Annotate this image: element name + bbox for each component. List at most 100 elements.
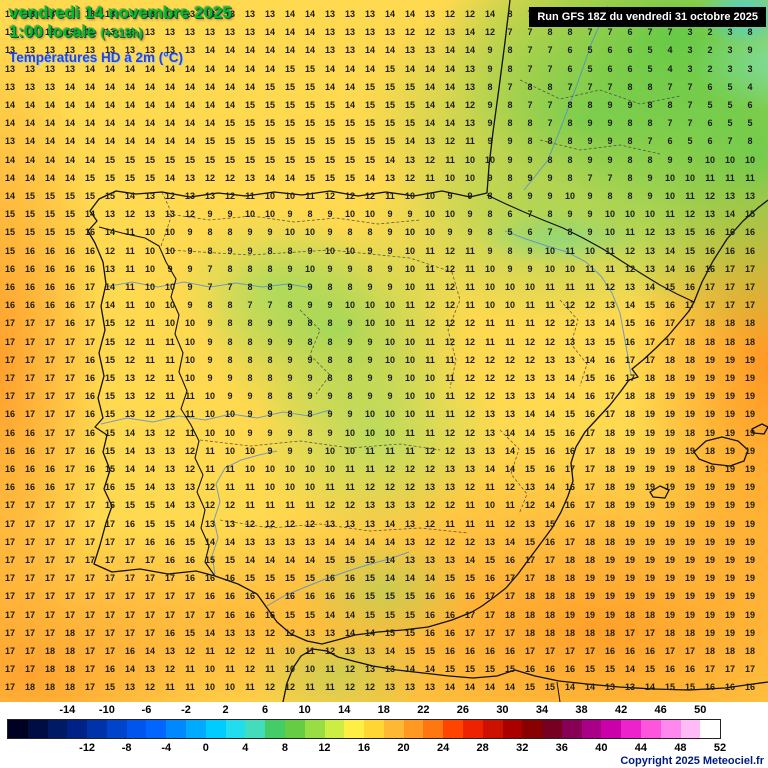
temp-value: 12	[444, 500, 456, 511]
temp-value: 19	[704, 500, 716, 511]
temp-value: 18	[24, 682, 36, 693]
temp-value: 17	[4, 500, 16, 511]
temp-value: 15	[304, 609, 316, 620]
temp-value: 15	[64, 191, 76, 201]
temp-value: 8	[247, 336, 253, 347]
temp-value: 19	[644, 536, 656, 547]
temp-value: 14	[504, 536, 516, 547]
temp-value: 19	[724, 409, 736, 420]
temp-value: 14	[144, 118, 156, 129]
temp-value: 14	[204, 536, 216, 547]
temp-value: 19	[624, 555, 636, 565]
temp-value: 11	[165, 682, 175, 693]
temp-value: 17	[124, 555, 136, 565]
temp-value: 8	[247, 373, 253, 383]
temp-value: 8	[487, 227, 493, 238]
temperature-grid: 13 13 13 13 13 13 13 13 13 13 13 13 13 13 14 14 13 13 13 14…	[4, 9, 756, 693]
temp-value: 9	[247, 427, 253, 438]
temp-value: 6	[567, 63, 573, 74]
temp-value: 14	[144, 464, 156, 474]
border-region	[519, 79, 681, 105]
temp-value: 13	[344, 518, 356, 529]
temp-value: 10	[284, 464, 296, 474]
colorbar-tick: 42	[614, 704, 628, 716]
colorbar-segment	[660, 720, 681, 738]
temp-value: 14	[84, 118, 96, 129]
temp-value: 12	[404, 172, 416, 183]
temp-value: 19	[724, 354, 736, 365]
temp-value: 8	[567, 136, 573, 147]
temp-value: 13	[224, 27, 236, 38]
temp-value: 13	[24, 63, 36, 74]
temp-value: 18	[624, 409, 636, 420]
temp-value: 13	[24, 81, 36, 92]
temp-value: 19	[684, 445, 696, 456]
temp-value: 17	[744, 664, 756, 675]
temp-value: 10	[144, 282, 156, 292]
border-region	[539, 139, 661, 155]
temp-value: 2	[707, 27, 713, 38]
temp-value: 19	[704, 464, 716, 474]
temp-value: 18	[64, 646, 76, 656]
temp-value: 10	[364, 300, 376, 311]
temp-value: 11	[505, 500, 515, 511]
temp-value: 13	[124, 27, 136, 38]
temp-value: 12	[164, 427, 176, 438]
temp-value: 17	[4, 573, 16, 584]
temp-value: 13	[304, 627, 316, 638]
temp-value: 16	[584, 409, 596, 420]
temp-value: 9	[547, 172, 553, 183]
temp-value: 17	[24, 518, 36, 529]
temp-value: 16	[304, 591, 316, 602]
temp-value: 11	[445, 409, 455, 420]
temp-value: 17	[64, 427, 76, 438]
temp-value: 13	[104, 45, 116, 56]
temp-value: 15	[404, 118, 416, 129]
temp-value: 15	[104, 154, 116, 165]
temp-value: 9	[307, 373, 313, 383]
temp-value: 11	[445, 154, 455, 165]
temp-value: 15	[204, 555, 216, 565]
temp-value: 14	[224, 536, 236, 547]
temp-value: 9	[267, 227, 273, 238]
temp-value: 16	[244, 591, 256, 602]
temp-value: 19	[664, 500, 676, 511]
temp-value: 19	[604, 609, 616, 620]
temp-value: 15	[384, 81, 396, 92]
temp-value: 11	[305, 500, 315, 511]
temp-value: 16	[124, 518, 136, 529]
temp-value: 13	[264, 9, 276, 19]
temp-value: 18	[44, 682, 56, 693]
temp-value: 16	[544, 664, 556, 675]
temp-value: 19	[644, 427, 656, 438]
colorbar-tick: 46	[654, 704, 667, 716]
temp-value: 13	[564, 336, 576, 347]
temp-value: 9	[307, 354, 313, 365]
temp-value: 9	[527, 191, 533, 201]
colorbar-segment	[8, 720, 28, 738]
temp-value: 15	[404, 591, 416, 602]
temp-value: 14	[264, 555, 276, 565]
temp-value: 19	[624, 518, 636, 529]
temp-value: 14	[184, 63, 196, 74]
temp-value: 15	[284, 609, 296, 620]
temp-value: 14	[204, 118, 216, 129]
temp-value: 11	[425, 336, 435, 347]
temp-value: 14	[44, 154, 56, 165]
temp-value: 17	[744, 300, 756, 311]
temp-value: 17	[624, 373, 636, 383]
temp-value: 11	[465, 518, 475, 529]
temp-value: 7	[587, 27, 593, 38]
temp-value: 10	[144, 263, 156, 274]
temp-value: 12	[424, 27, 436, 38]
temp-value: 11	[545, 282, 555, 292]
temp-value: 7	[647, 27, 653, 38]
temp-value: 16	[224, 573, 236, 584]
temp-value: 16	[564, 664, 576, 675]
temp-value: 16	[24, 282, 36, 292]
temp-value: 9	[527, 263, 533, 274]
temp-value: 7	[527, 100, 533, 110]
temp-value: 17	[24, 664, 36, 675]
temp-value: 7	[547, 227, 553, 238]
temp-value: 13	[444, 555, 456, 565]
